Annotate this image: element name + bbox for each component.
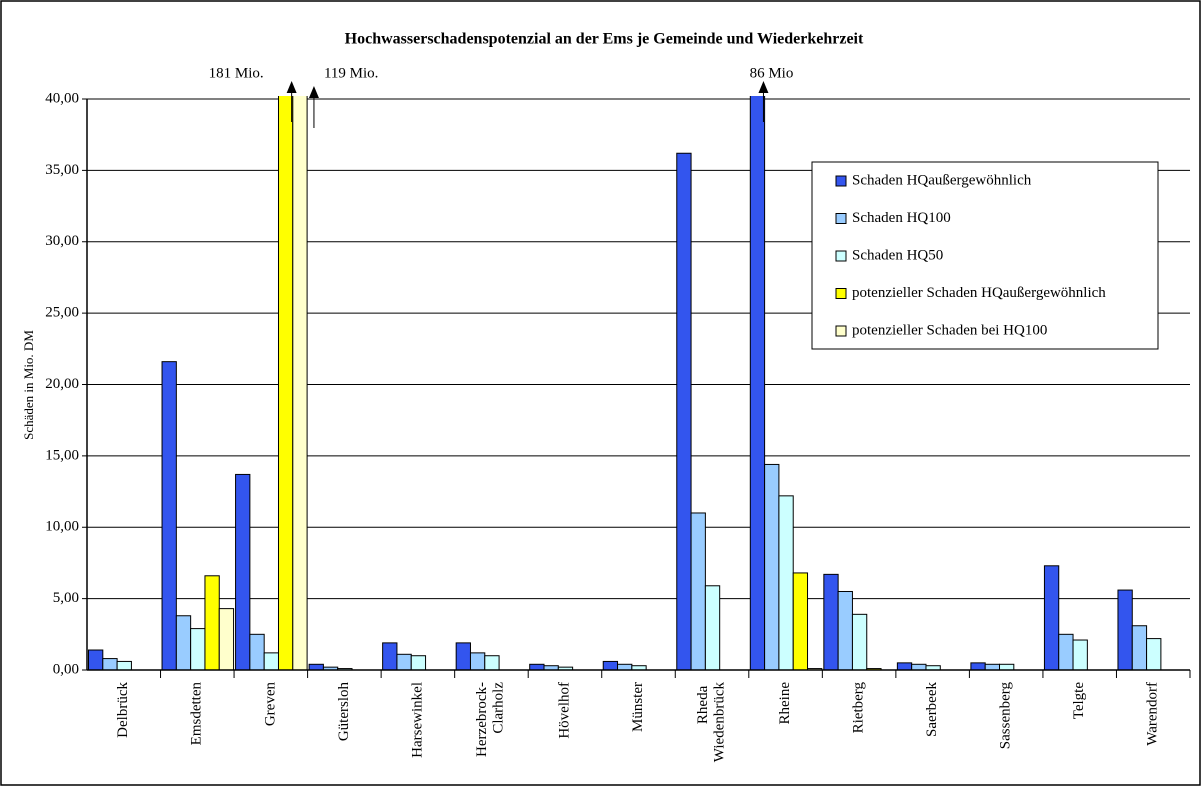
bar xyxy=(749,96,766,671)
bar xyxy=(204,575,220,671)
bar xyxy=(1146,638,1162,671)
bar xyxy=(396,653,412,671)
x-tick-label: Emsdetten xyxy=(189,682,205,746)
bar xyxy=(704,585,721,671)
y-tick-label: 35,00 xyxy=(45,162,79,178)
legend-label: potenzieller Schaden bei HQ100 xyxy=(852,322,1047,338)
bar xyxy=(308,663,324,671)
y-tick-label: 40,00 xyxy=(45,90,79,106)
legend-swatch xyxy=(835,175,847,187)
chart-title: Hochwasserschadenspotenzial an der Ems j… xyxy=(345,31,864,48)
bar xyxy=(1072,639,1088,671)
bar xyxy=(455,642,471,671)
bar xyxy=(792,572,809,671)
bar xyxy=(676,152,692,671)
x-tick-label: Rheine xyxy=(777,682,793,725)
bar xyxy=(999,663,1015,671)
legend-swatch xyxy=(835,288,847,299)
x-tick-label: Warendorf xyxy=(1145,682,1161,746)
y-axis-label: Schäden in Mio. DM xyxy=(21,330,36,440)
y-tick-label: 15,00 xyxy=(45,447,79,463)
x-tick-label: Rietberg xyxy=(851,682,867,734)
y-tick-label: 10,00 xyxy=(45,519,79,535)
bar xyxy=(292,96,308,671)
bar xyxy=(190,628,206,671)
x-tick-label: Saerbeek xyxy=(924,682,940,737)
bar xyxy=(778,495,794,671)
y-tick-label: 0,00 xyxy=(53,661,79,677)
bar xyxy=(410,655,427,671)
bar xyxy=(382,642,398,671)
bar xyxy=(175,615,192,671)
bar xyxy=(1058,633,1074,671)
arrow-head xyxy=(286,81,297,93)
y-tick-label: 5,00 xyxy=(53,590,79,606)
bar xyxy=(469,652,486,671)
x-tick-label: Greven xyxy=(262,682,278,727)
bar xyxy=(263,652,279,671)
y-tick-label: 25,00 xyxy=(45,305,79,321)
arrow-head xyxy=(758,81,769,93)
bar xyxy=(88,649,104,671)
legend-swatch xyxy=(835,213,847,224)
y-tick-label: 30,00 xyxy=(45,233,79,249)
legend-label: Schaden HQ100 xyxy=(852,210,951,226)
bar xyxy=(896,662,913,671)
bar xyxy=(161,361,177,671)
bar xyxy=(602,660,619,671)
bar xyxy=(970,662,986,671)
x-tick-label: Rheda Wiedenbrück xyxy=(695,682,728,763)
bar xyxy=(116,660,132,671)
x-tick-label: Sassenberg xyxy=(998,682,1014,750)
bar xyxy=(984,663,1001,671)
bar xyxy=(617,663,633,671)
annotation: 181 Mio. xyxy=(209,65,264,81)
bar xyxy=(837,590,853,671)
bar xyxy=(218,608,235,671)
x-tick-label: Harsewinkel xyxy=(409,682,425,758)
legend-swatch xyxy=(835,325,847,337)
bar xyxy=(249,633,265,671)
bar xyxy=(235,473,251,671)
bar xyxy=(823,573,839,671)
bar xyxy=(1117,589,1133,671)
bar xyxy=(277,96,294,671)
legend-label: Schaden HQ50 xyxy=(852,247,943,263)
legend-label: Schaden HQaußergewöhnlich xyxy=(852,172,1032,188)
bar xyxy=(690,512,706,671)
bar xyxy=(911,663,927,671)
x-tick-label: Hövelhof xyxy=(556,682,572,739)
x-tick-label: Telgte xyxy=(1071,682,1087,720)
x-tick-label: Delbrück xyxy=(115,682,131,738)
x-tick-label: Münster xyxy=(630,682,646,732)
bar xyxy=(851,613,868,671)
legend-box xyxy=(811,161,1159,350)
x-tick-label: Gütersloh xyxy=(336,682,352,742)
bar xyxy=(764,463,780,671)
bar xyxy=(484,655,500,671)
x-tick-label: Herzebrock-Clarholz xyxy=(475,682,508,757)
legend-label: potenzieller Schaden HQaußergewöhnlich xyxy=(852,285,1106,301)
arrow-head xyxy=(308,86,319,98)
bar xyxy=(1043,565,1060,671)
bar xyxy=(529,663,545,671)
annotation: 86 Mio xyxy=(750,65,794,81)
bar xyxy=(102,658,118,671)
legend-swatch xyxy=(835,250,847,262)
y-tick-label: 20,00 xyxy=(45,376,79,392)
annotation: 119 Mio. xyxy=(324,65,378,81)
bar xyxy=(1131,625,1148,671)
